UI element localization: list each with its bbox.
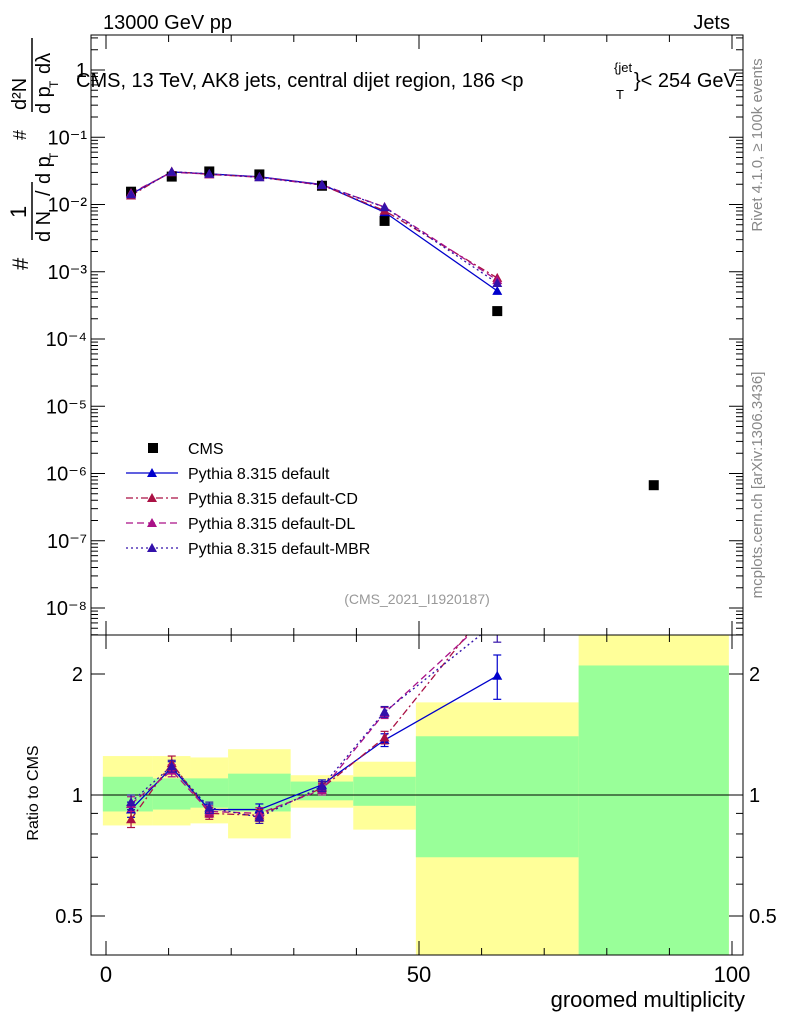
ratio-green-band xyxy=(415,736,579,858)
ratio-y-label: Ratio to CMS xyxy=(25,745,42,840)
main-line-pythia-8-315-default xyxy=(130,171,498,292)
main-point-pythia-8-315-default-mbr xyxy=(316,179,327,189)
main-point-cms xyxy=(379,215,390,226)
main-y-tick-label: 10⁻⁸ xyxy=(46,598,87,620)
main-y-tick-label: 10⁻⁵ xyxy=(46,396,87,418)
ratio-point-pythia-8-315-default-mbr xyxy=(126,797,137,807)
ratio-point-pythia-8-315-default-mbr xyxy=(166,761,177,771)
ylabel-numerator: 1 xyxy=(6,206,31,218)
energy-label: 13000 GeV pp xyxy=(103,12,232,34)
ylabel-dN: d N xyxy=(33,211,55,242)
main-point-pythia-8-315-default-mbr xyxy=(492,278,503,288)
ratio-y-tick-label: 0.5 xyxy=(55,906,83,928)
main-y-tick-label: 10⁻¹ xyxy=(48,127,88,149)
ratio-point-pythia-8-315-default-cd xyxy=(379,732,390,742)
ylabel-d2N: d²N xyxy=(9,78,31,110)
legend-marker-pythia-8-315-default-dl xyxy=(147,518,157,527)
ratio-uncertainty-bands xyxy=(102,635,729,955)
ratio-y-tick-label: 2 xyxy=(72,664,83,686)
main-line-pythia-8-315-default-cd xyxy=(130,170,498,279)
main-series-markers xyxy=(126,166,659,491)
x-axis-label: groomed multiplicity xyxy=(551,987,745,1012)
mcplots-label: mcplots.cern.ch [arXiv:1306.3436] xyxy=(749,372,766,599)
ratio-point-pythia-8-315-default-dl xyxy=(492,604,502,613)
ratio-y-tick-label-right: 0.5 xyxy=(749,906,777,928)
main-point-cms xyxy=(166,171,177,182)
main-line-pythia-8-315-default-dl xyxy=(130,171,498,281)
main-point-pythia-8-315-default xyxy=(492,285,503,295)
main-y-tick-label: 10⁻⁴ xyxy=(46,329,87,351)
legend: CMS Pythia 8.315 default Pythia 8.315 defa… xyxy=(126,441,370,558)
ratio-x-tick-label: 50 xyxy=(407,962,431,987)
ratio-point-pythia-8-315-default-cd xyxy=(492,592,502,601)
ratio-point-pythia-8-315-default-mbr xyxy=(379,706,390,716)
legend-marker-pythia-8-315-default xyxy=(147,468,157,477)
legend-label-cms: CMS xyxy=(188,441,224,458)
main-y-label: # 1 d N / d p T # d²N d p T dλ xyxy=(6,38,61,270)
ratio-series-markers xyxy=(126,592,503,829)
legend-label-pythia-8-315-default-cd: Pythia 8.315 default-CD xyxy=(188,491,358,508)
chart-title-end: }< 254 GeV xyxy=(634,70,738,92)
rivet-label: Rivet 4.1.0, ≥ 100k events xyxy=(749,58,766,231)
main-point-cms xyxy=(648,480,659,491)
ylabel-dpT: d p xyxy=(33,156,55,184)
legend-marker-pythia-8-315-default-mbr xyxy=(147,543,157,552)
ratio-point-pythia-8-315-default-mbr xyxy=(204,802,215,812)
main-x-ticks xyxy=(105,35,733,635)
ratio-y-tick-label-right: 2 xyxy=(749,664,760,686)
ratio-y-ticks: 0.5 0.5 1 1 2 2 xyxy=(55,664,777,928)
main-point-pythia-8-315-default-mbr xyxy=(379,202,390,212)
chart-title: CMS, 13 TeV, AK8 jets, central dijet reg… xyxy=(76,70,524,92)
legend-label-pythia-8-315-default-dl: Pythia 8.315 default-DL xyxy=(188,516,355,533)
legend-label-pythia-8-315-default: Pythia 8.315 default xyxy=(188,466,330,483)
analysis-label: (CMS_2021_I1920187) xyxy=(344,591,490,607)
main-y-tick-label: 10⁻⁶ xyxy=(46,464,87,486)
ratio-point-pythia-8-315-default-mbr xyxy=(492,617,502,626)
main-point-pythia-8-315-default-mbr xyxy=(126,189,137,199)
legend-marker-cms xyxy=(148,443,158,453)
ratio-x-ticks: 0 50 100 xyxy=(100,635,750,987)
ratio-y-tick-label-right: 1 xyxy=(749,785,760,807)
chart-title-main: CMS, 13 TeV, AK8 jets, central dijet reg… xyxy=(76,70,524,92)
ratio-point-pythia-8-315-default-cd xyxy=(126,814,137,824)
main-y-tick-label: 10⁻² xyxy=(48,195,88,217)
legend-label-pythia-8-315-default-mbr: Pythia 8.315 default-MBR xyxy=(188,541,370,558)
chart-title-sub: T xyxy=(616,87,624,102)
main-point-cms xyxy=(492,306,503,317)
ylabel-dpT-2: d p xyxy=(33,86,55,114)
ylabel-T-2: T xyxy=(47,80,61,88)
ratio-point-pythia-8-315-default-mbr xyxy=(316,781,327,791)
ylabel-hash1: # xyxy=(8,257,33,270)
ratio-x-tick-label: 0 xyxy=(100,962,112,987)
chart-title-sup: {jet xyxy=(614,60,632,75)
ratio-x-tick-label: 100 xyxy=(714,962,751,987)
ratio-y-tick-label: 1 xyxy=(72,785,83,807)
main-y-ticks: 1 10⁻¹ 10⁻² 10⁻³ 10⁻⁴ 10⁻⁵ 10⁻⁶ 10⁻⁷ 10⁻⁸ xyxy=(46,37,743,636)
ratio-green-band xyxy=(578,665,729,955)
main-point-pythia-8-315-default-mbr xyxy=(204,168,215,178)
main-y-tick-label: 1 xyxy=(76,60,87,82)
ratio-point-pythia-8-315-default-mbr xyxy=(254,812,265,822)
category-label: Jets xyxy=(693,12,730,34)
ylabel-slash: / xyxy=(33,190,55,196)
main-y-tick-label: 10⁻⁷ xyxy=(47,531,87,553)
ratio-green-band xyxy=(353,776,416,806)
ylabel-hash2: # xyxy=(10,130,30,140)
main-point-pythia-8-315-default-mbr xyxy=(254,172,265,182)
ratio-point-pythia-8-315-default xyxy=(492,670,503,680)
main-point-pythia-8-315-default-mbr xyxy=(166,166,177,176)
main-series-lines xyxy=(130,170,498,292)
legend-marker-pythia-8-315-default-cd xyxy=(147,493,157,502)
main-line-pythia-8-315-default-mbr xyxy=(130,171,498,284)
ylabel-T: T xyxy=(47,152,61,160)
main-y-tick-label: 10⁻³ xyxy=(48,262,88,284)
ylabel-dl: dλ xyxy=(33,53,55,74)
